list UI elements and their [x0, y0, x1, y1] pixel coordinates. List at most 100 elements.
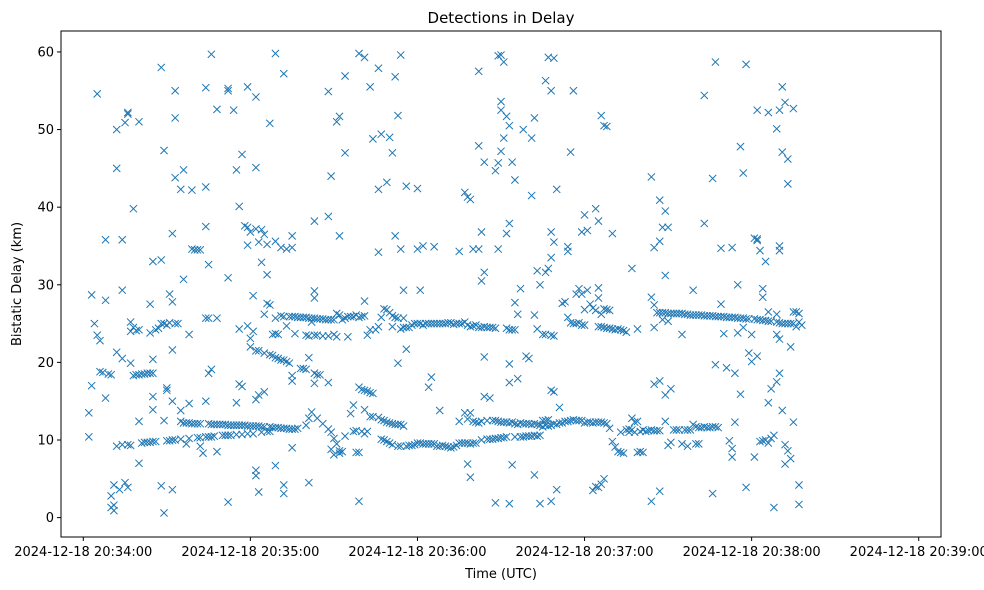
data-point — [135, 417, 143, 426]
data-point — [691, 439, 700, 448]
data-point — [260, 230, 269, 239]
data-point — [174, 319, 182, 328]
data-point — [204, 260, 213, 269]
data-point — [569, 86, 578, 95]
data-point — [666, 309, 675, 318]
data-point — [664, 317, 673, 326]
data-point — [254, 346, 263, 355]
data-point — [778, 148, 787, 157]
data-point — [527, 432, 536, 441]
data-point — [689, 286, 698, 295]
data-point — [302, 421, 311, 430]
data-point — [377, 435, 386, 444]
data-point — [714, 423, 723, 432]
data-point — [207, 365, 216, 374]
data-point — [789, 418, 798, 427]
data-point — [608, 325, 617, 333]
data-point — [661, 271, 670, 280]
data-point — [580, 210, 589, 219]
data-point — [625, 425, 634, 434]
data-point — [652, 308, 661, 317]
data-point — [352, 448, 361, 457]
data-point — [650, 426, 659, 435]
data-point — [201, 432, 210, 441]
data-point — [313, 314, 322, 323]
data-point — [672, 309, 681, 318]
data-point — [630, 418, 639, 427]
data-point — [728, 453, 737, 462]
x-axis: 2024-12-18 20:34:00 2024-12-18 20:35:00 20… — [14, 537, 984, 560]
data-point — [109, 501, 118, 510]
data-point — [96, 336, 104, 345]
data-point — [764, 317, 773, 326]
data-point — [767, 384, 776, 393]
data-point — [212, 420, 221, 429]
data-point — [591, 306, 600, 315]
data-point — [719, 329, 728, 338]
data-point — [744, 349, 753, 358]
data-point — [324, 332, 333, 340]
data-point — [786, 342, 795, 351]
data-point — [274, 330, 283, 339]
data-point — [689, 311, 698, 319]
data-point — [310, 331, 319, 340]
data-point — [196, 419, 205, 428]
data-point — [474, 141, 483, 150]
data-point — [360, 311, 369, 320]
data-point — [109, 481, 118, 489]
data-point — [394, 359, 402, 368]
data-point — [474, 245, 483, 254]
data-point — [483, 416, 492, 425]
data-point — [368, 134, 377, 143]
data-point — [577, 290, 586, 299]
data-point — [307, 318, 316, 326]
data-point — [769, 503, 778, 512]
data-point — [310, 294, 319, 302]
data-point — [491, 166, 500, 175]
data-point — [483, 435, 492, 444]
data-point — [360, 405, 369, 414]
data-point — [549, 332, 558, 340]
data-point — [157, 63, 166, 72]
data-point — [797, 321, 806, 330]
data-point — [101, 235, 110, 244]
data-point — [391, 231, 400, 240]
data-point — [268, 423, 277, 432]
data-point — [84, 408, 93, 417]
data-point — [563, 417, 572, 426]
data-point — [502, 432, 511, 441]
x-tick-label: 2024-12-18 20:35:00 — [181, 545, 319, 560]
data-point — [758, 293, 767, 302]
data-point — [377, 415, 386, 424]
data-point — [302, 365, 311, 374]
data-point — [210, 420, 219, 429]
data-point — [363, 427, 372, 436]
data-point — [458, 439, 466, 448]
data-point — [549, 238, 558, 247]
data-point — [419, 242, 427, 250]
data-point — [536, 280, 544, 289]
data-point — [686, 311, 695, 319]
data-point — [96, 367, 104, 376]
data-point — [588, 486, 597, 495]
data-point — [772, 377, 781, 386]
data-point — [536, 499, 544, 508]
data-point — [756, 437, 764, 446]
data-point — [324, 378, 333, 387]
data-point — [775, 246, 784, 255]
data-point — [176, 185, 185, 194]
data-point — [349, 401, 358, 410]
data-point — [123, 440, 132, 449]
data-point — [394, 314, 402, 323]
data-point — [271, 314, 280, 323]
data-point — [107, 370, 116, 379]
data-point — [772, 318, 781, 326]
data-point — [541, 416, 550, 425]
data-point — [600, 304, 608, 313]
y-tick-label: 40 — [37, 201, 54, 216]
data-point — [157, 255, 166, 264]
data-point — [775, 335, 784, 344]
data-point — [477, 228, 486, 236]
data-point — [655, 196, 664, 205]
data-point — [555, 403, 564, 412]
